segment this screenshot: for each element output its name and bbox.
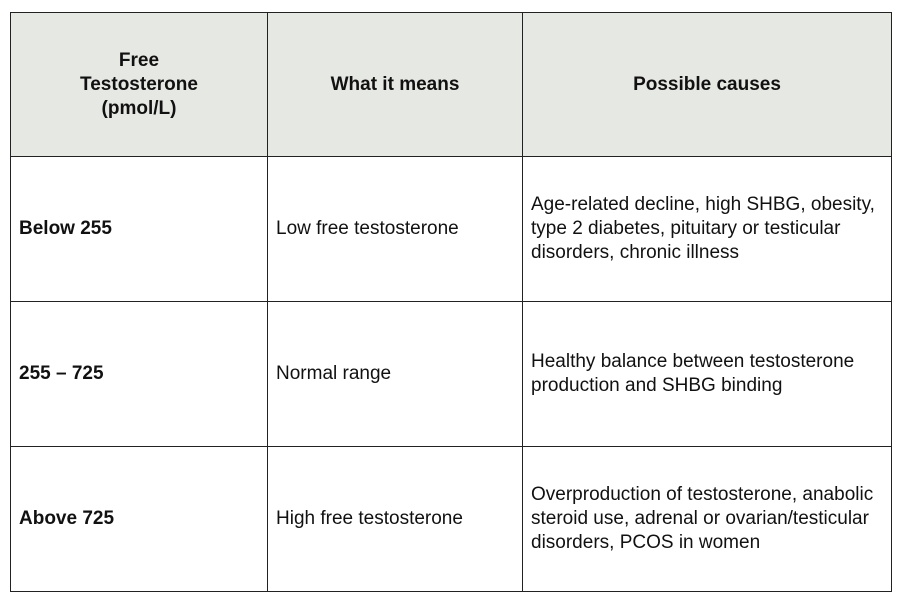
header-cell: Free Testosterone (pmol/L) [10, 12, 268, 157]
table-cell: Normal range [267, 301, 523, 447]
header-cell: What it means [267, 12, 523, 157]
table-cell: Above 725 [10, 446, 268, 592]
table-cell: 255 – 725 [10, 301, 268, 447]
table-body: Below 255 Low free testosterone Age-relate… [10, 156, 892, 592]
header-row: Free Testosterone (pmol/L) What it means P… [10, 12, 892, 157]
table-row: Above 725 High free testosterone Overprodu… [10, 446, 892, 592]
table-cell: High free testosterone [267, 446, 523, 592]
table-cell: Below 255 [10, 156, 268, 302]
table-row: Below 255 Low free testosterone Age-relate… [10, 156, 892, 302]
table-row: 255 – 725 Normal range Healthy balance bet… [10, 301, 892, 447]
table-cell: Overproduction of testosterone, anabolic… [522, 446, 892, 592]
header-cell: Possible causes [522, 12, 892, 157]
table-cell: Low free testosterone [267, 156, 523, 302]
table-cell: Healthy balance between testosterone pro… [522, 301, 892, 447]
results-table: Free Testosterone (pmol/L) What it means P… [10, 12, 892, 592]
table-cell: Age-related decline, high SHBG, obesity,… [522, 156, 892, 302]
